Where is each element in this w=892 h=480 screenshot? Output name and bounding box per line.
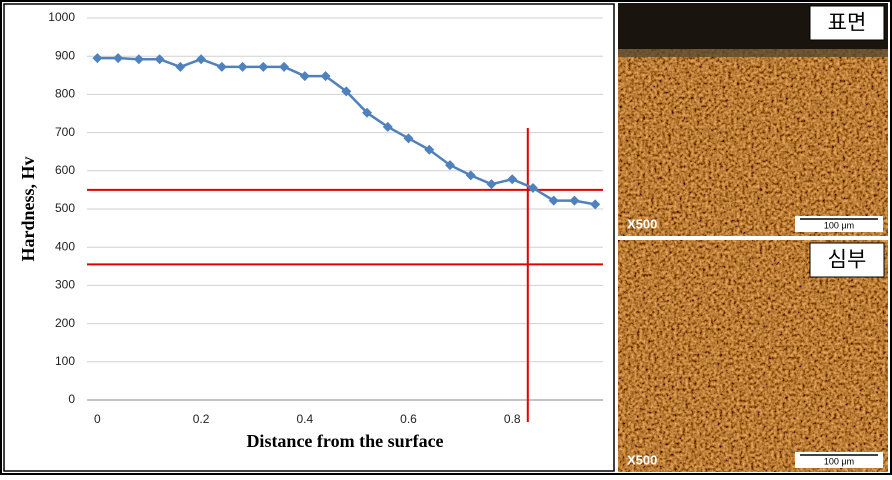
label-box: [809, 5, 885, 41]
y-tick-label: 0: [68, 392, 75, 406]
y-tick-label: 700: [55, 125, 75, 139]
y-tick-label: 300: [55, 278, 75, 292]
data-point: [465, 170, 476, 181]
x-tick-label: 0: [94, 412, 101, 426]
magnification: X500: [627, 216, 657, 231]
data-point: [258, 61, 269, 72]
data-point: [154, 54, 165, 65]
data-point: [320, 71, 331, 82]
chart-frame: [3, 3, 615, 472]
x-axis-label: Distance from the surface: [246, 431, 443, 451]
y-tick-label: 800: [55, 87, 75, 101]
y-tick-label: 900: [55, 48, 75, 62]
magnification: X500: [627, 452, 657, 467]
x-tick-label: 0.8: [504, 412, 521, 426]
panel-label: 표면: [828, 12, 867, 35]
data-point: [299, 71, 310, 82]
scale-bar-label: 100 μm: [824, 220, 854, 230]
data-point: [486, 179, 497, 190]
scale-bar-label: 100 μm: [824, 456, 854, 466]
y-tick-label: 1000: [48, 10, 75, 24]
data-point: [424, 144, 435, 155]
x-tick-label: 0.4: [296, 412, 313, 426]
y-axis-label: Hardness, Hv: [18, 156, 38, 261]
panel-label: 심부: [828, 249, 867, 272]
data-point: [279, 61, 290, 72]
label-box: [809, 242, 885, 278]
data-point: [216, 61, 227, 72]
y-tick-label: 400: [55, 239, 75, 253]
data-point: [362, 107, 373, 118]
y-tick-label: 200: [55, 316, 75, 330]
data-point: [527, 182, 538, 193]
data-point: [113, 53, 124, 64]
data-point: [175, 61, 186, 72]
scale-bar-box: [795, 216, 883, 232]
data-point: [382, 121, 393, 132]
y-tick-label: 600: [55, 163, 75, 177]
x-tick-label: 0.2: [193, 412, 210, 426]
data-point: [548, 195, 559, 206]
y-tick-label: 500: [55, 201, 75, 215]
data-point: [92, 53, 103, 64]
y-tick-label: 100: [55, 354, 75, 368]
micrograph: [618, 240, 888, 472]
scale-bar-box: [795, 452, 883, 468]
data-point: [341, 86, 352, 97]
data-point: [196, 54, 207, 65]
data-point: [133, 54, 144, 65]
data-point: [445, 160, 456, 171]
surface-edge: [618, 49, 888, 57]
data-point: [569, 195, 580, 206]
data-point: [590, 199, 601, 210]
data-point: [507, 174, 518, 185]
data-point: [403, 133, 414, 144]
x-tick-label: 0.6: [400, 412, 417, 426]
data-point: [237, 61, 248, 72]
